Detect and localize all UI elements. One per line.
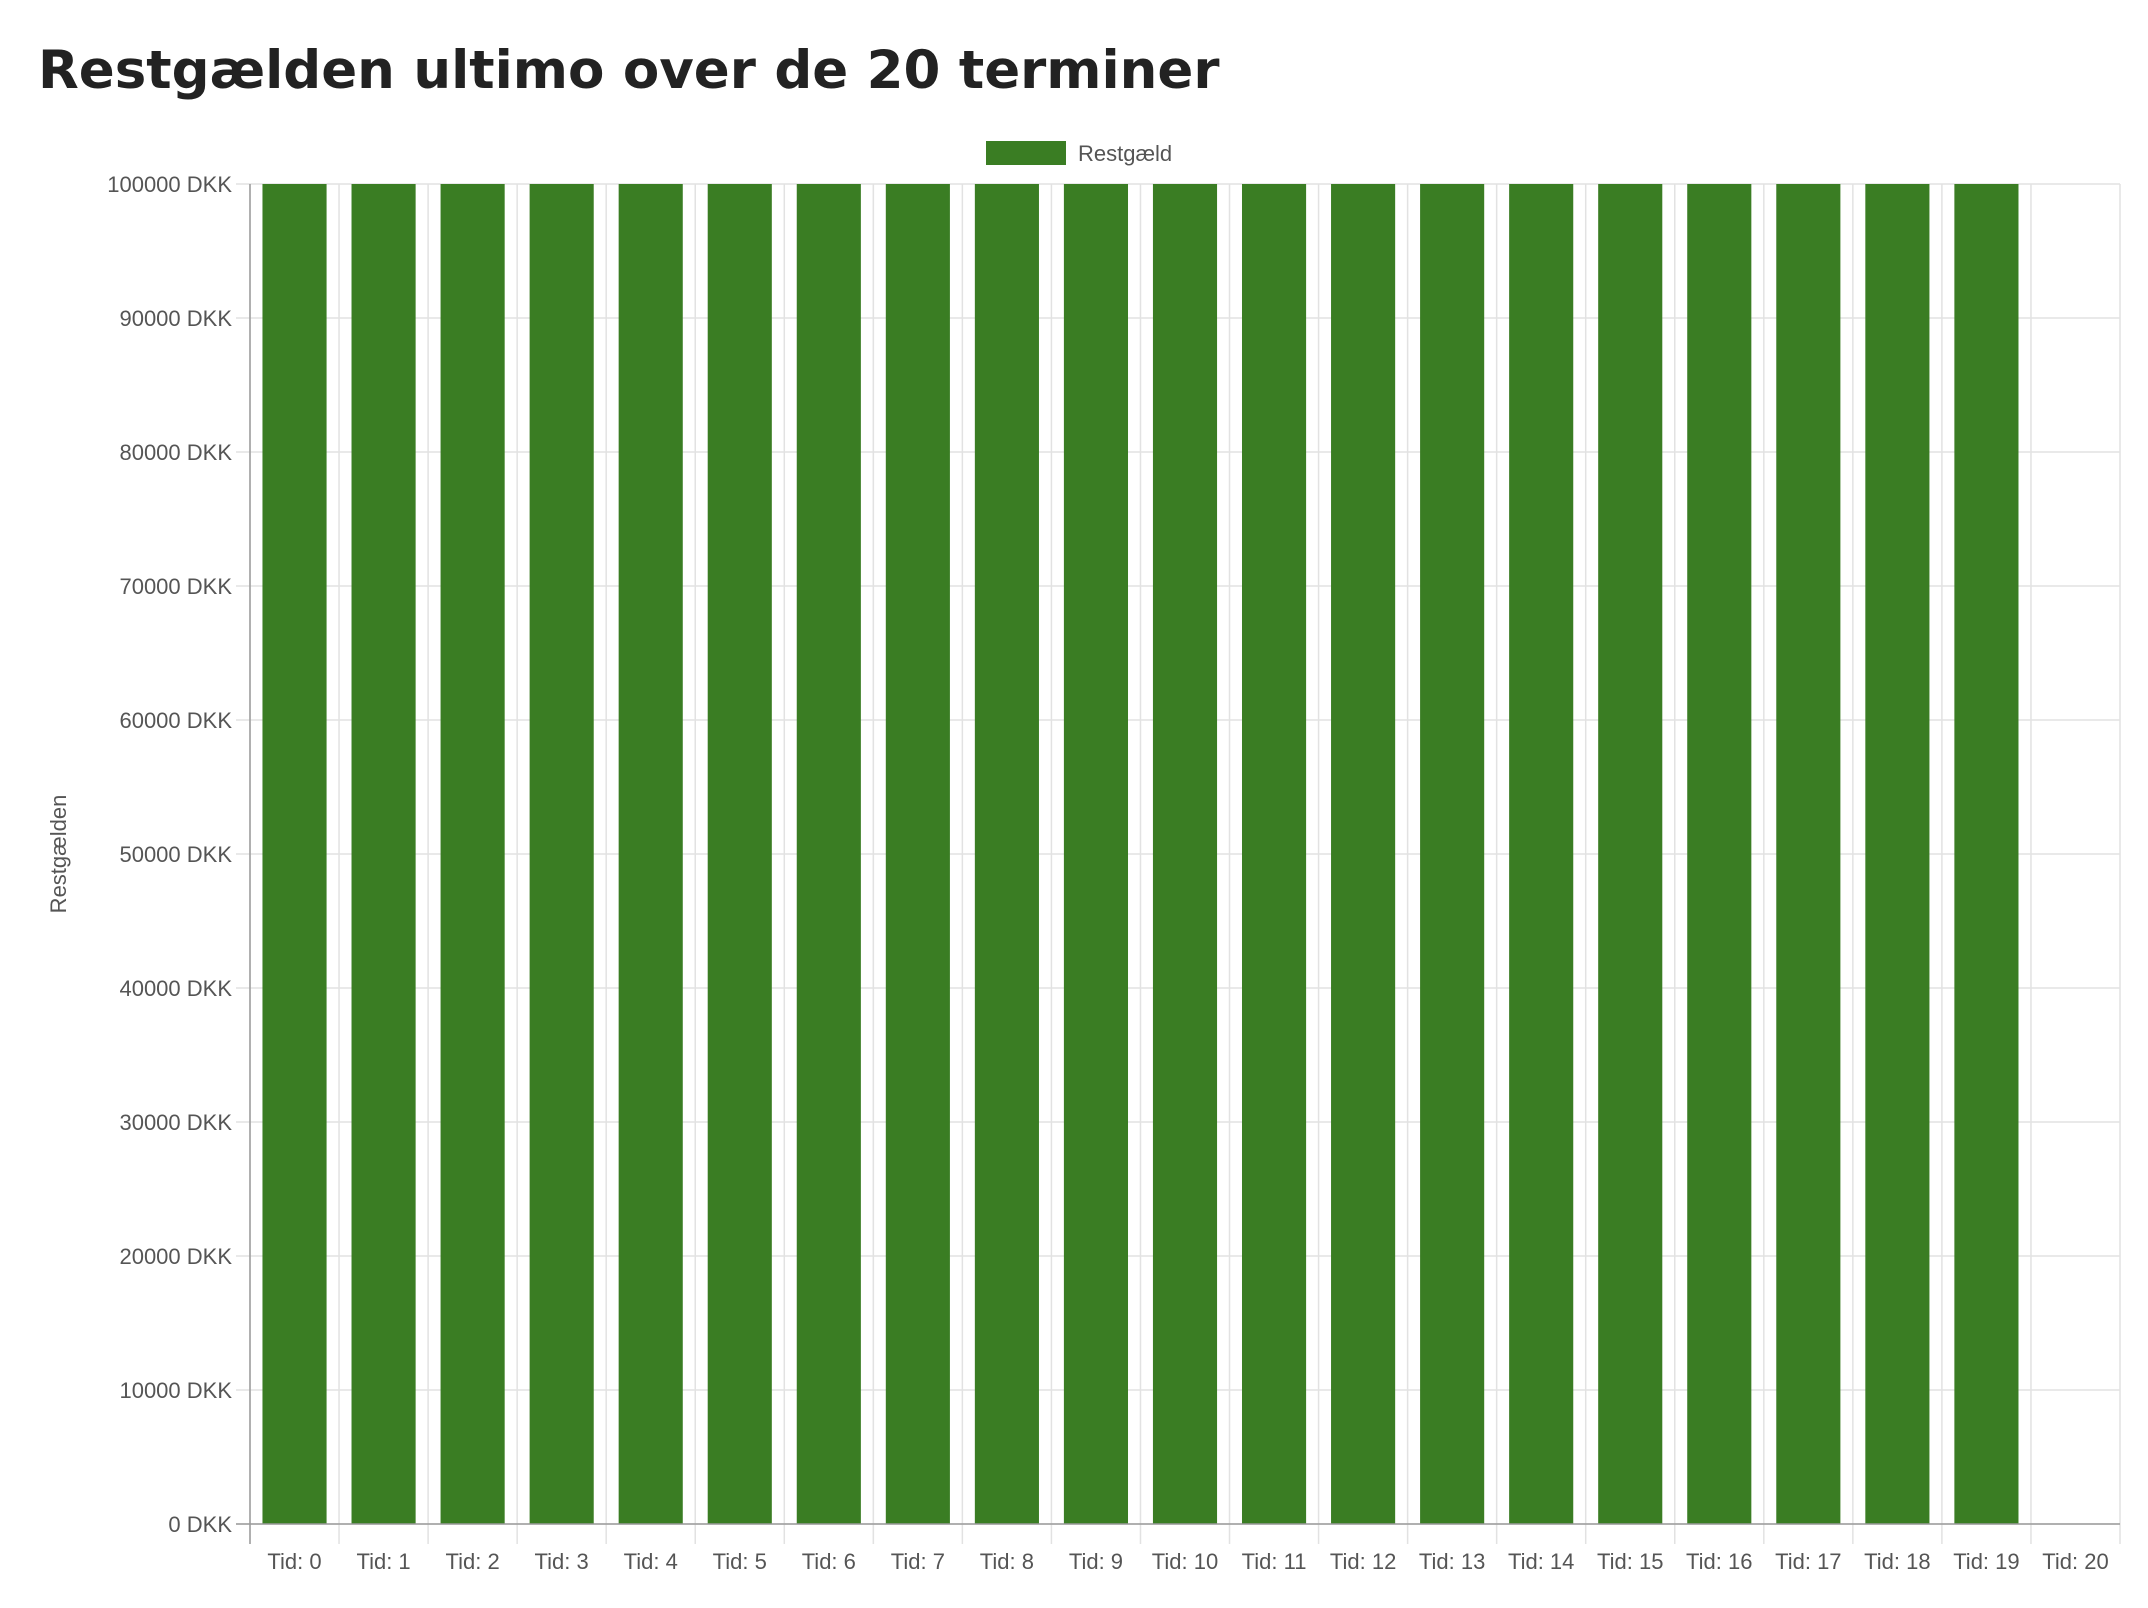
x-tick-label: Tid: 2 <box>446 1549 500 1574</box>
x-tick-label: Tid: 3 <box>535 1549 589 1574</box>
y-tick-label: 30000 DKK <box>119 1110 232 1135</box>
page-title: Restgælden ultimo over de 20 terminer <box>38 40 1220 101</box>
x-tick-label: Tid: 5 <box>713 1549 767 1574</box>
legend-label[interactable]: Restgæld <box>1078 141 1172 166</box>
bar[interactable] <box>1865 184 1930 1524</box>
x-tick-label: Tid: 1 <box>356 1549 410 1574</box>
x-tick-label: Tid: 19 <box>1953 1549 2019 1574</box>
x-tick-label: Tid: 16 <box>1686 1549 1752 1574</box>
bar[interactable] <box>1331 184 1396 1524</box>
x-tick-label: Tid: 12 <box>1330 1549 1396 1574</box>
y-tick-label: 0 DKK <box>168 1512 232 1537</box>
y-tick-label: 50000 DKK <box>119 842 232 867</box>
bar[interactable] <box>885 184 950 1524</box>
y-tick-label: 20000 DKK <box>119 1244 232 1269</box>
y-tick-label: 60000 DKK <box>119 708 232 733</box>
x-tick-label: Tid: 11 <box>1242 1549 1307 1574</box>
bar[interactable] <box>262 184 327 1524</box>
y-tick-label: 40000 DKK <box>119 976 232 1001</box>
x-tick-label: Tid: 7 <box>891 1549 945 1574</box>
bar[interactable] <box>351 184 416 1524</box>
x-tick-label: Tid: 0 <box>267 1549 321 1574</box>
x-tick-label: Tid: 18 <box>1864 1549 1930 1574</box>
bar[interactable] <box>1152 184 1218 1524</box>
axes: 0 DKK 10000 DKK 20000 DKK 30000 DKK 40000 DK… <box>107 172 2120 1574</box>
bar[interactable] <box>1420 184 1485 1524</box>
x-tick-label: Tid: 14 <box>1508 1549 1574 1574</box>
bar[interactable] <box>1954 184 2019 1524</box>
y-tick-label: 90000 DKK <box>119 306 232 331</box>
bar[interactable] <box>529 184 594 1524</box>
bar[interactable] <box>1687 184 1752 1524</box>
y-tick-label: 70000 DKK <box>119 574 232 599</box>
x-tick-label: Tid: 8 <box>980 1549 1034 1574</box>
x-tick-label: Tid: 6 <box>802 1549 856 1574</box>
x-tick-label: Tid: 4 <box>624 1549 678 1574</box>
bar[interactable] <box>974 184 1039 1524</box>
bar[interactable] <box>796 184 861 1524</box>
x-tick-label: Tid: 20 <box>2042 1549 2108 1574</box>
bar[interactable] <box>1063 184 1129 1524</box>
x-tick-label: Tid: 13 <box>1419 1549 1485 1574</box>
bar[interactable] <box>440 184 505 1524</box>
x-tick-label: Tid: 15 <box>1597 1549 1663 1574</box>
bar[interactable] <box>1509 184 1574 1524</box>
bar[interactable] <box>1776 184 1841 1524</box>
y-tick-label: 80000 DKK <box>119 440 232 465</box>
bar[interactable] <box>1598 184 1663 1524</box>
x-tick-label: Tid: 17 <box>1775 1549 1841 1574</box>
x-tick-label: Tid: 9 <box>1069 1549 1123 1574</box>
bars <box>262 184 2019 1524</box>
x-tick-label: Tid: 10 <box>1152 1549 1218 1574</box>
y-tick-label: 10000 DKK <box>119 1378 232 1403</box>
legend[interactable]: Restgæld <box>986 141 1172 166</box>
y-tick-label: 100000 DKK <box>107 172 232 197</box>
y-axis-title: Restgælden <box>46 795 71 914</box>
legend-swatch[interactable] <box>986 141 1066 165</box>
bar[interactable] <box>1241 184 1307 1524</box>
bar[interactable] <box>618 184 683 1524</box>
bar[interactable] <box>707 184 772 1524</box>
